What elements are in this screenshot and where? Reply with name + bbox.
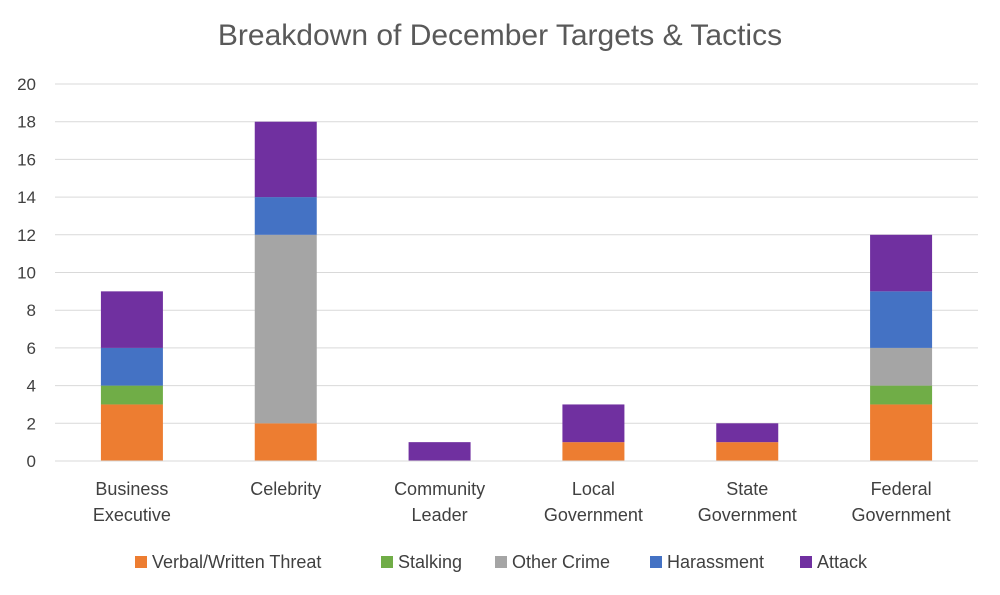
legend-label: Harassment: [667, 552, 764, 572]
legend-swatch: [495, 556, 507, 568]
bar-segment: [870, 234, 933, 292]
legend-swatch: [650, 556, 662, 568]
bar-segment: [716, 442, 779, 461]
bar-segment: [870, 347, 933, 386]
bar-segment: [562, 442, 625, 461]
y-tick-label: 10: [17, 264, 36, 283]
bar-segment: [254, 423, 317, 461]
legend-label: Stalking: [398, 552, 462, 572]
legend-item: Stalking: [381, 552, 462, 572]
legend-label: Attack: [817, 552, 868, 572]
x-category-label: Local Government: [544, 479, 643, 525]
y-tick-label: 16: [17, 150, 36, 169]
x-axis: Business Executive Celebrity Community Leade…: [55, 460, 978, 525]
bar-segment: [100, 385, 163, 405]
legend-swatch: [135, 556, 147, 568]
legend-label: Other Crime: [512, 552, 610, 572]
y-tick-label: 6: [27, 339, 36, 358]
bar-segment: [254, 121, 317, 198]
legend-label: Verbal/Written Threat: [152, 552, 321, 572]
bar-segment: [100, 291, 163, 348]
y-tick-label: 2: [27, 414, 36, 433]
bars: [100, 121, 933, 461]
legend-item: Attack: [800, 552, 868, 572]
gridlines: [55, 83, 978, 462]
bar-segment: [716, 423, 779, 443]
bar-segment: [870, 291, 933, 348]
y-tick-label: 18: [17, 113, 36, 132]
bar-segment: [562, 404, 625, 443]
x-category-label: Celebrity: [250, 479, 321, 499]
legend-swatch: [800, 556, 812, 568]
y-tick-label: 12: [17, 226, 36, 245]
legend-item: Harassment: [650, 552, 764, 572]
bar-segment: [100, 347, 163, 386]
y-tick-label: 14: [17, 188, 36, 207]
bar-segment: [408, 442, 471, 461]
bar-segment: [254, 234, 317, 424]
y-tick-label: 8: [27, 301, 36, 320]
bar-segment: [870, 385, 933, 405]
x-category-label: Community Leader: [394, 479, 485, 525]
y-tick-label: 20: [17, 75, 36, 94]
x-category-label: State Government: [698, 479, 797, 525]
y-tick-label: 0: [27, 452, 36, 471]
y-axis-ticks: 0 2 4 6 8 10 12 14 16 18 20: [17, 75, 36, 471]
chart-title: Breakdown of December Targets & Tactics: [218, 19, 782, 52]
legend-item: Verbal/Written Threat: [135, 552, 321, 572]
x-category-label: Federal Government: [852, 479, 951, 525]
x-category-label: Business Executive: [93, 479, 171, 525]
legend-swatch: [381, 556, 393, 568]
bar-segment: [100, 404, 163, 461]
legend-item: Other Crime: [495, 552, 610, 572]
legend: Verbal/Written Threat Stalking Other Crime…: [135, 552, 868, 572]
bar-segment: [254, 197, 317, 235]
y-tick-label: 4: [27, 377, 36, 396]
bar-segment: [870, 404, 933, 461]
